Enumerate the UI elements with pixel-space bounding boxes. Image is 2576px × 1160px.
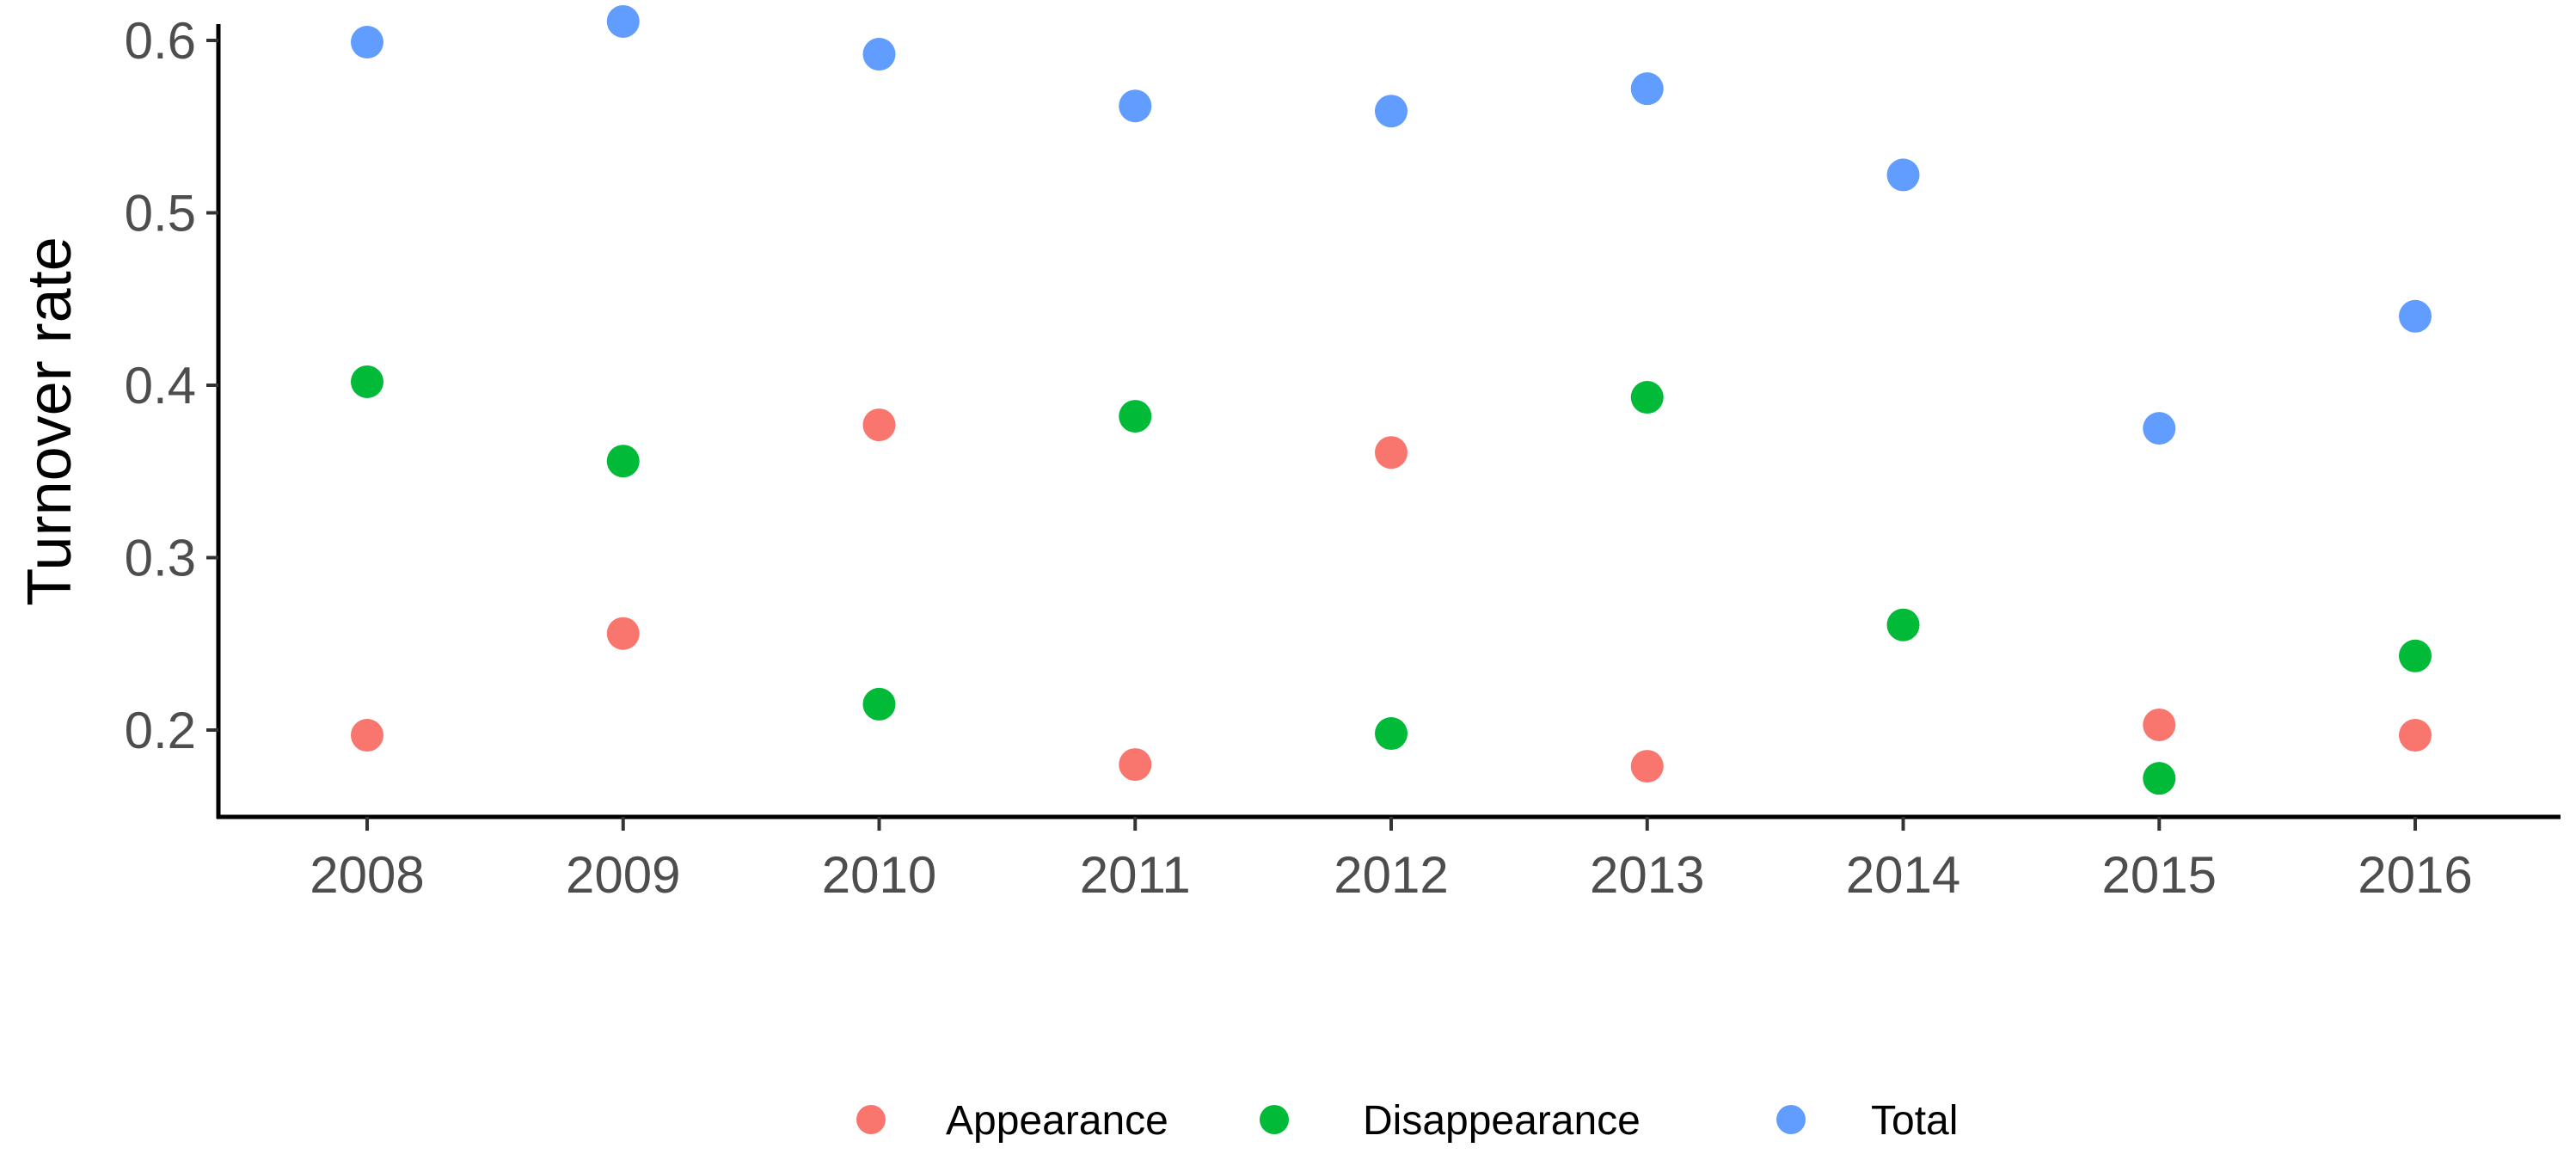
data-point-disappearance (1119, 400, 1152, 433)
data-point-appearance (862, 408, 896, 442)
x-tick-label: 2013 (1590, 846, 1704, 904)
data-point-disappearance (2399, 639, 2432, 672)
data-point-total (606, 4, 640, 38)
x-tick-label: 2011 (1080, 846, 1191, 904)
legend-key-disappearance (1260, 1105, 1289, 1134)
data-point-appearance (606, 617, 640, 650)
x-tick-label: 2015 (2102, 846, 2217, 904)
legend-key-appearance (856, 1105, 886, 1134)
y-tick-label: 0.4 (125, 357, 196, 414)
x-tick-label: 2009 (566, 846, 680, 904)
legend-key-total (1776, 1105, 1806, 1134)
legend-label-disappearance: Disappearance (1363, 1098, 1641, 1144)
data-point-appearance (1630, 750, 1664, 783)
data-point-appearance (1375, 436, 1408, 470)
legend-label-appearance: Appearance (946, 1098, 1168, 1144)
legend-label-total: Total (1871, 1098, 1958, 1144)
data-point-appearance (2143, 708, 2176, 741)
data-point-disappearance (351, 365, 383, 398)
data-point-disappearance (1375, 717, 1408, 751)
data-point-total (1119, 89, 1152, 123)
data-point-total (2399, 299, 2432, 333)
x-tick-label: 2010 (822, 846, 936, 904)
legend: Appearance Disappearance Total (856, 1098, 1958, 1144)
axes (216, 24, 2561, 819)
x-tick-label: 2016 (2358, 846, 2472, 904)
data-point-disappearance (1630, 381, 1664, 414)
data-point-disappearance (1886, 608, 1920, 641)
data-point-disappearance (606, 445, 640, 478)
y-tick-label: 0.6 (125, 12, 196, 70)
x-tick-label: 2014 (1846, 846, 1960, 904)
y-axis-title: Turnover rate (15, 236, 84, 606)
x-tick-label: 2008 (310, 846, 424, 904)
x-ticks: 2008 2009 2010 2011 2012 2013 2014 2015 2016 (310, 817, 2473, 904)
y-ticks: 0.2 0.3 0.4 0.5 0.6 (125, 12, 218, 759)
data-point-total (1375, 95, 1408, 128)
data-point-total (862, 38, 896, 71)
data-point-appearance (2399, 719, 2432, 752)
data-point-appearance (351, 719, 383, 752)
y-tick-label: 0.2 (125, 702, 196, 759)
y-tick-label: 0.3 (125, 530, 196, 587)
data-point-total (2143, 412, 2176, 445)
x-tick-label: 2012 (1334, 846, 1448, 904)
data-point-total (351, 26, 383, 59)
data-point-appearance (1119, 748, 1152, 782)
data-points (351, 4, 2432, 795)
data-point-disappearance (2143, 762, 2176, 795)
data-point-disappearance (862, 687, 896, 721)
data-point-total (1630, 72, 1664, 106)
data-point-total (1886, 158, 1920, 192)
y-tick-label: 0.5 (125, 185, 196, 242)
